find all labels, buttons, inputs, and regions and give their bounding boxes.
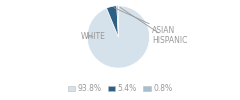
- Text: HISPANIC: HISPANIC: [120, 7, 187, 45]
- Text: WHITE: WHITE: [81, 32, 106, 41]
- Wedge shape: [107, 6, 118, 37]
- Wedge shape: [87, 6, 150, 68]
- Wedge shape: [117, 6, 118, 37]
- Legend: 93.8%, 5.4%, 0.8%: 93.8%, 5.4%, 0.8%: [65, 81, 175, 96]
- Text: ASIAN: ASIAN: [114, 8, 175, 35]
